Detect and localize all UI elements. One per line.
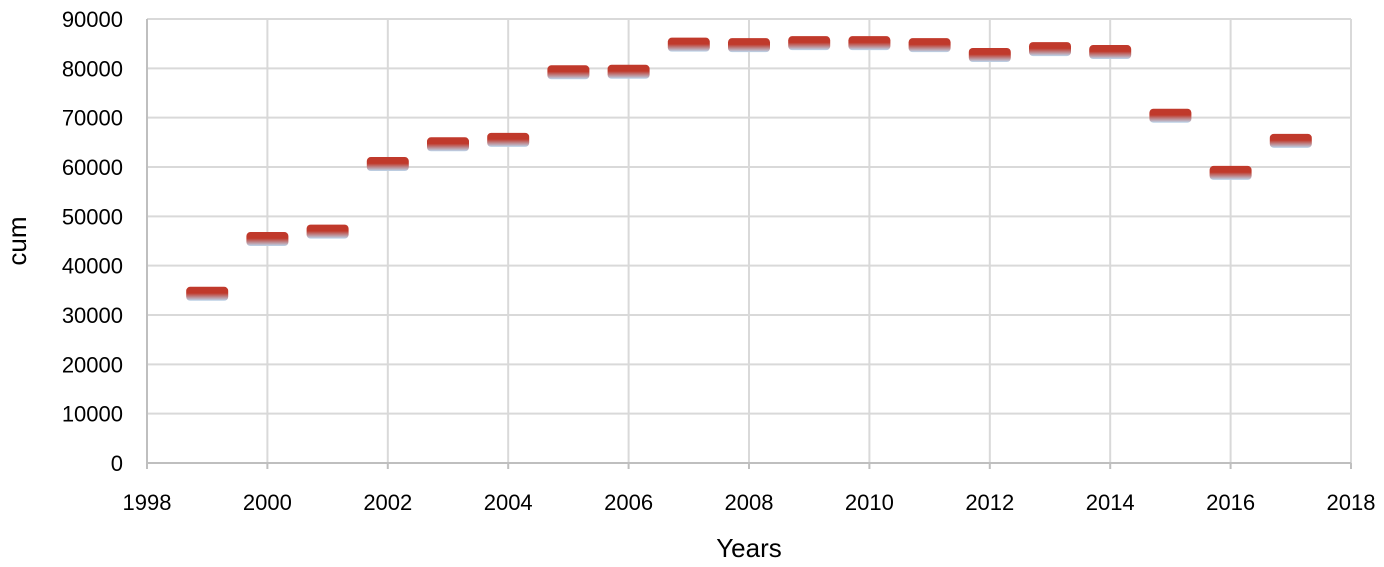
grid-layer bbox=[147, 18, 1352, 463]
x-tick-label: 2000 bbox=[243, 490, 292, 515]
data-point-marker bbox=[1089, 45, 1132, 60]
x-tick-label: 2010 bbox=[845, 490, 894, 515]
y-tick-label: 20000 bbox=[62, 352, 123, 377]
x-tick-label: 2016 bbox=[1206, 490, 1255, 515]
data-point-marker bbox=[427, 137, 469, 152]
data-point-marker bbox=[366, 157, 409, 172]
y-tick-label: 60000 bbox=[62, 155, 123, 180]
data-point-marker bbox=[246, 232, 289, 247]
x-tick-label: 2004 bbox=[484, 490, 533, 515]
y-tick-label: 80000 bbox=[62, 56, 123, 81]
y-tick-label: 30000 bbox=[62, 303, 123, 328]
data-point-marker bbox=[848, 36, 891, 51]
y-tick-label: 40000 bbox=[62, 254, 123, 279]
y-tick-label: 50000 bbox=[62, 204, 123, 229]
y-tick-label: 90000 bbox=[62, 7, 123, 32]
axis-layer bbox=[146, 19, 1352, 469]
y-tick-label: 10000 bbox=[62, 402, 123, 427]
data-point-marker bbox=[1029, 42, 1071, 57]
data-point-marker bbox=[607, 64, 650, 79]
data-point-marker bbox=[1149, 108, 1192, 123]
y-tick-label: 0 bbox=[111, 451, 123, 476]
y-tick-label: 70000 bbox=[62, 106, 123, 131]
x-tick-label: 1998 bbox=[123, 490, 172, 515]
data-point-marker bbox=[788, 36, 831, 51]
y-axis-title: cum bbox=[2, 216, 32, 265]
data-point-marker bbox=[908, 38, 951, 53]
tick-label-layer: 0 10000 20000 30000 40000 50000 60000 70000 8000… bbox=[62, 7, 1376, 515]
x-tick-label: 2006 bbox=[604, 490, 653, 515]
data-point-marker bbox=[968, 48, 1011, 63]
data-point-marker bbox=[728, 38, 770, 53]
x-tick-label: 2018 bbox=[1327, 490, 1376, 515]
data-point-marker bbox=[487, 132, 530, 147]
data-marker-layer bbox=[186, 36, 1312, 301]
data-point-marker bbox=[1269, 133, 1312, 148]
data-point-marker bbox=[547, 65, 590, 80]
x-axis-title: Years bbox=[716, 533, 782, 563]
data-point-marker bbox=[186, 286, 229, 301]
x-tick-label: 2008 bbox=[725, 490, 774, 515]
data-point-marker bbox=[667, 37, 710, 52]
data-point-marker bbox=[1209, 165, 1252, 180]
data-point-marker bbox=[306, 224, 349, 239]
x-tick-label: 2014 bbox=[1086, 490, 1135, 515]
x-tick-label: 2002 bbox=[363, 490, 412, 515]
x-tick-label: 2012 bbox=[965, 490, 1014, 515]
